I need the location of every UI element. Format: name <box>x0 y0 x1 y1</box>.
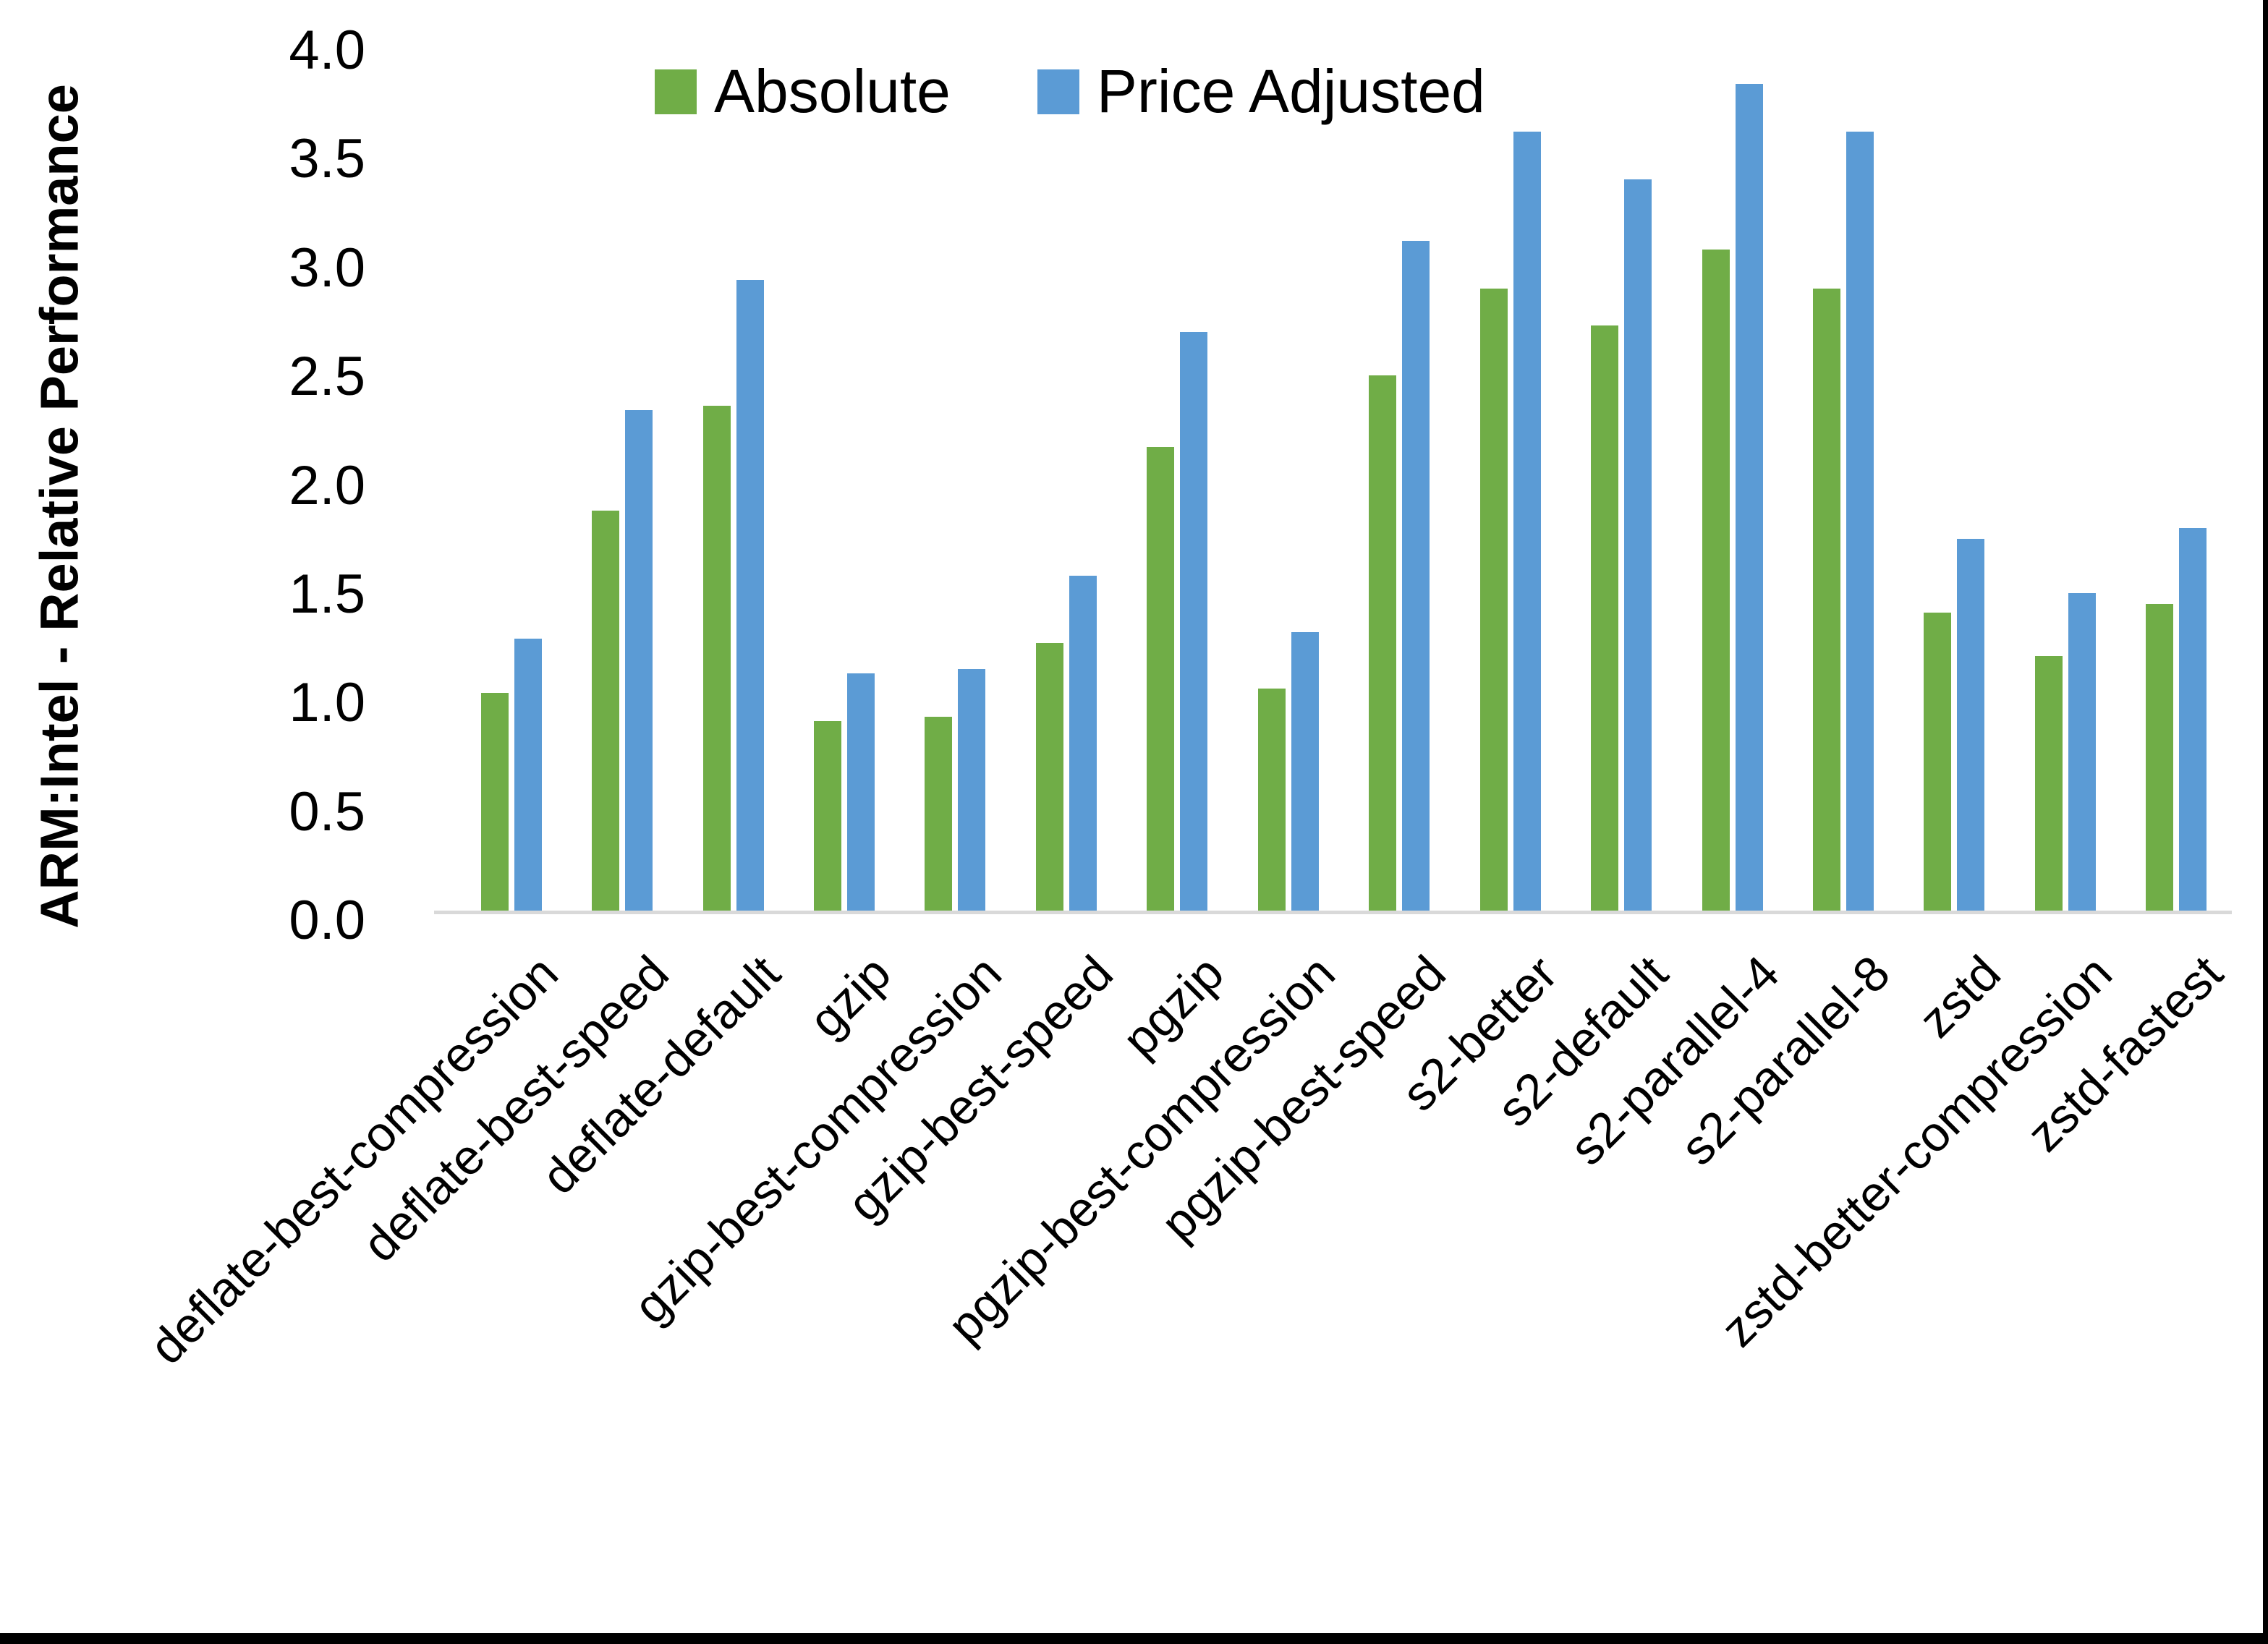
legend: Absolute Price Adjusted <box>655 56 1485 127</box>
bar-absolute-deflate-best-compression <box>480 693 509 911</box>
bar-price-adjusted-zstd-fastest <box>2179 527 2207 911</box>
window-border-bottom <box>0 1633 2268 1644</box>
legend-swatch-absolute-icon <box>655 69 697 114</box>
y-tick-label-0.5: 0.5 <box>289 780 365 843</box>
window-border-right <box>2263 0 2268 1644</box>
y-tick-label-0.0: 0.0 <box>289 890 365 951</box>
bar-price-adjusted-zstd-better-compression <box>2068 592 2096 911</box>
bar-price-adjusted-s2-better <box>1513 132 1541 911</box>
bar-absolute-pgzip-best-compression <box>1257 689 1286 911</box>
bar-absolute-pgzip-best-speed <box>1369 375 1397 911</box>
bar-absolute-gzip <box>814 721 842 911</box>
x-category-label-gzip: gzip <box>798 945 901 1049</box>
x-axis-line <box>434 911 2232 914</box>
bar-absolute-pgzip <box>1147 447 1175 911</box>
bar-absolute-gzip-best-compression <box>925 717 953 911</box>
bar-absolute-s2-better <box>1479 288 1508 911</box>
plot-area <box>456 41 2232 911</box>
x-category-label-zstd: zstd <box>1908 945 2012 1049</box>
bar-absolute-deflate-default <box>702 406 731 911</box>
bar-absolute-s2-parallel-4 <box>1702 249 1730 911</box>
bar-price-adjusted-s2-parallel-8 <box>1846 132 1874 911</box>
bar-price-adjusted-gzip-best-compression <box>958 669 986 911</box>
legend-item-price-adjusted: Price Adjusted <box>1037 56 1485 127</box>
y-tick-label-2.5: 2.5 <box>289 346 365 408</box>
legend-label-absolute: Absolute <box>714 57 951 125</box>
bar-absolute-s2-parallel-8 <box>1812 288 1840 911</box>
bar-absolute-s2-default <box>1591 325 1619 911</box>
bar-price-adjusted-pgzip-best-compression <box>1291 632 1319 911</box>
y-tick-label-4.0: 4.0 <box>289 20 365 81</box>
y-tick-label-3.0: 3.0 <box>289 237 365 299</box>
bar-absolute-zstd <box>1924 612 1952 911</box>
bar-price-adjusted-deflate-best-compression <box>514 639 542 911</box>
bar-price-adjusted-deflate-default <box>736 279 764 911</box>
bar-price-adjusted-pgzip <box>1180 332 1208 911</box>
y-tick-label-1.5: 1.5 <box>289 563 365 625</box>
bar-absolute-gzip-best-speed <box>1035 643 1063 911</box>
bar-absolute-zstd-fastest <box>2146 603 2174 911</box>
legend-label-price-adjusted: Price Adjusted <box>1096 57 1485 125</box>
bar-price-adjusted-gzip-best-speed <box>1069 575 1097 911</box>
bar-price-adjusted-zstd <box>1957 538 1985 911</box>
y-tick-label-3.5: 3.5 <box>289 128 365 190</box>
legend-item-absolute: Absolute <box>655 56 951 127</box>
bar-absolute-deflate-best-speed <box>592 510 620 911</box>
y-tick-label-1.0: 1.0 <box>289 672 365 734</box>
bar-absolute-zstd-better-compression <box>2034 656 2063 911</box>
bar-price-adjusted-s2-parallel-4 <box>1735 84 1763 911</box>
bar-price-adjusted-pgzip-best-speed <box>1402 240 1430 911</box>
legend-swatch-price-adjusted-icon <box>1037 69 1079 114</box>
bar-price-adjusted-deflate-best-speed <box>625 410 653 911</box>
bar-price-adjusted-gzip <box>847 673 875 911</box>
y-tick-label-2.0: 2.0 <box>289 454 365 516</box>
bar-price-adjusted-s2-default <box>1624 179 1652 911</box>
